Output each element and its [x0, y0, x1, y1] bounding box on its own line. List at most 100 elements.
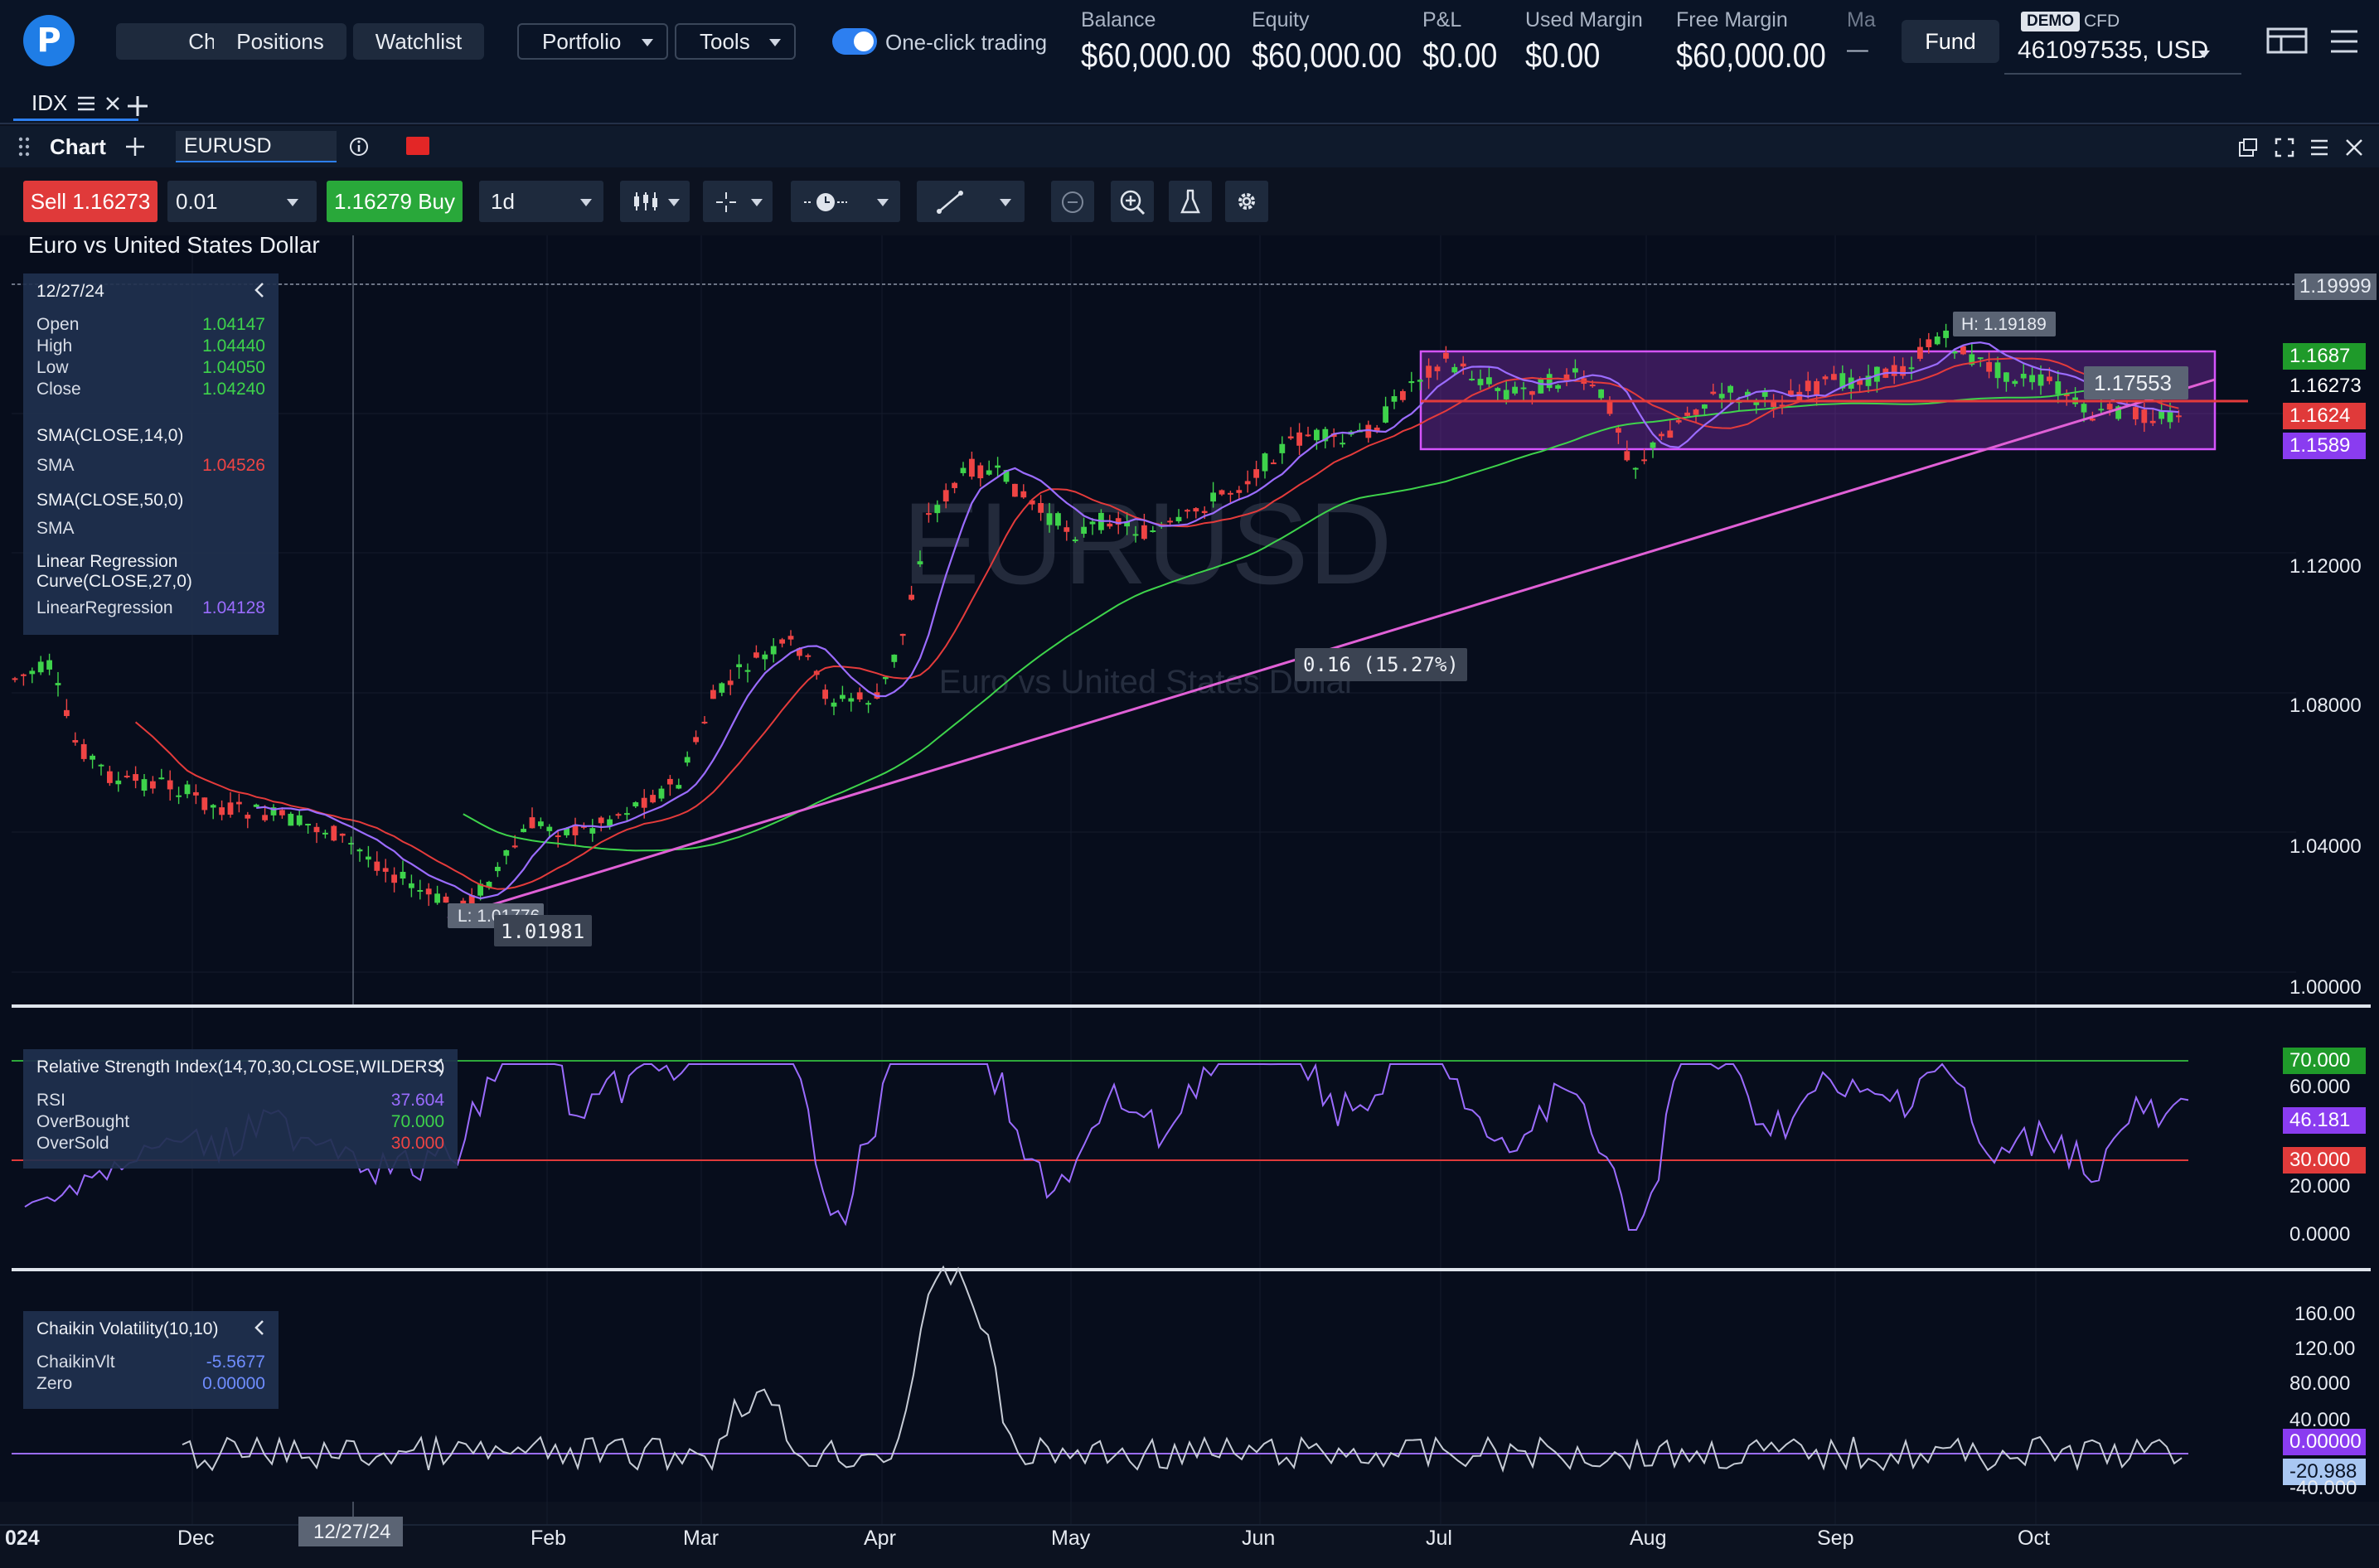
pnl-metric: P&L $0.00 — [1422, 8, 1498, 75]
collapse-chevron-icon[interactable] — [254, 1319, 265, 1336]
rsi-axis-label: 60.000 — [2289, 1076, 2351, 1098]
quantity-input[interactable]: 0.01 — [167, 181, 317, 222]
flask-icon — [1180, 189, 1200, 214]
sell-button[interactable]: Sell 1.16273 — [23, 181, 157, 222]
zoom-in-button[interactable] — [1111, 181, 1154, 222]
add-tab-icon[interactable] — [126, 94, 149, 118]
close-label: Close — [36, 380, 81, 399]
chaikin-info-panel: Chaikin Volatility(10,10) ChaikinVlt -5.5… — [23, 1311, 279, 1409]
info-icon[interactable] — [348, 136, 370, 157]
timeframe-select[interactable]: 1d — [479, 181, 603, 222]
high-label: H: 1.19189 — [1961, 315, 2047, 334]
low-value: 1.04050 — [202, 358, 265, 377]
tab-menu-icon[interactable] — [77, 95, 95, 112]
zero-value: 0.00000 — [202, 1374, 265, 1393]
close-icon[interactable] — [105, 96, 120, 111]
crosshair-button[interactable] — [703, 181, 773, 222]
high-label: High — [36, 336, 73, 356]
collapse-chevron-icon[interactable] — [254, 282, 265, 298]
app-logo[interactable]: P — [23, 15, 75, 66]
used-margin-metric: Used Margin $0.00 — [1525, 8, 1643, 75]
zero-label: Zero — [36, 1374, 73, 1393]
symbol-input[interactable]: EURUSD — [176, 131, 337, 162]
pane-separator[interactable] — [12, 1004, 2371, 1008]
time-tool-button[interactable] — [791, 181, 900, 222]
account-selector[interactable]: DEMO CFD 461097535, USD — [2004, 5, 2241, 75]
color-tag-icon[interactable] — [406, 137, 429, 155]
portfolio-dropdown[interactable]: Portfolio — [517, 23, 668, 60]
zoom-in-icon — [1120, 190, 1146, 215]
rsi-tag-oversold: 30.000 — [2283, 1147, 2366, 1174]
chaikin-tag-zero: 0.00000 — [2283, 1429, 2366, 1455]
zoom-out-button[interactable] — [1051, 181, 1094, 222]
panel-menu-icon[interactable] — [2309, 138, 2329, 157]
one-click-trading-label: One-click trading — [885, 30, 1048, 55]
price-tag-red: 1.1624 — [2283, 403, 2366, 429]
one-click-trading-toggle[interactable] — [832, 28, 877, 55]
collapse-chevron-icon[interactable] — [433, 1057, 444, 1074]
chaikin-tag-current: -20.988 — [2283, 1459, 2366, 1485]
zoom-out-icon — [1062, 191, 1083, 213]
buy-button[interactable]: 1.16279 Buy — [327, 181, 463, 222]
portfolio-label: Portfolio — [542, 28, 622, 54]
candlestick-series — [12, 323, 2182, 918]
chart-canvas[interactable]: EURUSD Euro vs United States Dollar H: 1… — [0, 235, 2379, 1568]
popout-icon[interactable] — [2238, 138, 2258, 157]
layout-icon[interactable] — [2266, 27, 2308, 56]
price-tag-purple: 1.1589 — [2283, 433, 2366, 459]
price-axis-label: 1.12000 — [2289, 555, 2362, 578]
chaikin-axis-label: 120.00 — [2294, 1338, 2356, 1360]
lr-value: 1.04128 — [202, 598, 265, 617]
low-value-box — [494, 915, 592, 946]
gear-icon — [1238, 193, 1255, 210]
chart-toolbar: Sell 1.16273 0.01 1.16279 Buy 1d — [0, 169, 2379, 235]
sell-label: Sell — [30, 188, 67, 214]
tab-label: IDX — [31, 90, 68, 115]
chart-type-button[interactable] — [620, 181, 690, 222]
date-axis-label: Jun — [1242, 1527, 1276, 1550]
menu-icon[interactable] — [2329, 27, 2359, 56]
rsi-value: 37.604 — [390, 1091, 444, 1110]
drawing-tool-button[interactable] — [917, 181, 1025, 222]
nav-positions-button[interactable]: Positions — [214, 23, 346, 60]
tools-dropdown[interactable]: Tools — [675, 23, 796, 60]
date-axis-label: Aug — [1630, 1527, 1667, 1550]
free-margin-metric: Free Margin $60,000.00 — [1676, 8, 1826, 75]
cfd-label: CFD — [2084, 12, 2120, 31]
price-tag-current: 1.16273 — [2289, 375, 2362, 397]
rsi-axis-label: 20.000 — [2289, 1175, 2351, 1198]
add-panel-icon[interactable] — [124, 136, 146, 157]
account-number: 461097535, USD — [2018, 36, 2209, 64]
equity-metric: Equity $60,000.00 — [1252, 8, 1402, 75]
balance-metric: Balance $60,000.00 — [1081, 8, 1231, 75]
date-axis-label: Feb — [531, 1527, 567, 1550]
rsi-tag-overbought: 70.000 — [2283, 1048, 2366, 1074]
measure-box — [1295, 648, 1467, 681]
drag-handle-icon[interactable] — [18, 136, 30, 157]
studies-button[interactable] — [1169, 181, 1212, 222]
close-icon[interactable] — [2344, 138, 2364, 157]
low-value: 1.01981 — [501, 920, 584, 943]
price-tag-green: 1.1687 — [2283, 343, 2366, 370]
pane-separator[interactable] — [12, 1268, 2371, 1271]
rsi-title: Relative Strength Index(14,70,30,CLOSE,W… — [36, 1057, 445, 1077]
margin-level-metric: Ma — — [1847, 8, 1876, 63]
high-value: 1.04440 — [202, 336, 265, 356]
overbought-value: 70.000 — [390, 1112, 444, 1131]
price-axis-label: 1.00000 — [2289, 976, 2362, 999]
chaikin-title: Chaikin Volatility(10,10) — [36, 1319, 219, 1338]
workspace-tabs: IDX — [0, 86, 2379, 124]
date-axis-label: Sep — [1817, 1527, 1854, 1550]
lr-title: Linear Regression — [36, 552, 178, 571]
price-axis-label: 1.19999 — [2294, 273, 2377, 300]
nav-watchlist-button[interactable]: Watchlist — [353, 23, 484, 60]
watermark-symbol: EURUSD — [902, 478, 1392, 608]
chaikin-axis-label: 160.00 — [2294, 1303, 2356, 1325]
fullscreen-icon[interactable] — [2275, 138, 2294, 157]
date-axis-label: Jul — [1426, 1527, 1452, 1550]
crosshair-date: 12/27/24 — [313, 1521, 390, 1543]
settings-button[interactable] — [1225, 181, 1268, 222]
fund-button[interactable]: Fund — [1902, 20, 1999, 63]
tab-idx[interactable]: IDX — [13, 88, 139, 121]
chevron-down-icon — [751, 199, 763, 206]
